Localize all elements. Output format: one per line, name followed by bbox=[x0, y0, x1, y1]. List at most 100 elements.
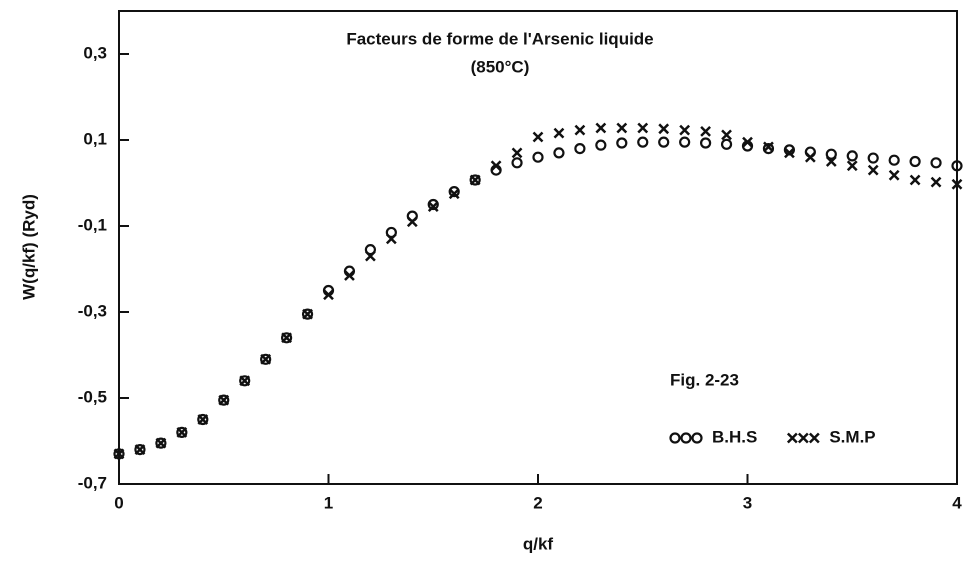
data-point bbox=[762, 143, 775, 155]
data-point bbox=[364, 244, 376, 256]
legend-marker bbox=[797, 432, 809, 444]
data-point bbox=[616, 137, 628, 149]
data-point bbox=[825, 156, 837, 167]
data-point bbox=[301, 308, 314, 320]
data-point bbox=[155, 437, 167, 449]
x-tick-label: 4 bbox=[952, 493, 962, 512]
x-tick-label: 1 bbox=[324, 493, 333, 512]
y-tick-label: -0,1 bbox=[78, 215, 107, 234]
data-point bbox=[344, 270, 355, 281]
data-point bbox=[574, 124, 586, 136]
y-tick-label: -0,3 bbox=[78, 301, 107, 320]
x-axis-label: q/kf bbox=[523, 534, 554, 553]
data-point bbox=[260, 353, 272, 365]
data-point bbox=[134, 444, 146, 456]
data-point bbox=[113, 448, 125, 460]
data-point bbox=[888, 154, 900, 166]
data-point bbox=[825, 148, 837, 160]
data-point bbox=[700, 126, 711, 137]
data-point bbox=[595, 139, 607, 151]
legend-label: B.H.S bbox=[712, 427, 757, 446]
data-point bbox=[867, 152, 879, 164]
legend-marker bbox=[786, 432, 798, 444]
data-point bbox=[658, 136, 670, 148]
data-point bbox=[699, 137, 712, 149]
data-point bbox=[595, 122, 607, 134]
data-point bbox=[385, 226, 397, 239]
x-tick-label: 0 bbox=[114, 493, 123, 512]
data-point bbox=[469, 174, 481, 186]
data-point bbox=[679, 136, 691, 148]
data-point bbox=[448, 188, 460, 200]
data-point bbox=[302, 308, 313, 320]
x-tick-label: 3 bbox=[743, 493, 752, 512]
data-point bbox=[113, 448, 125, 460]
data-point bbox=[260, 353, 272, 365]
x-tick-label: 2 bbox=[533, 493, 542, 512]
data-point bbox=[155, 437, 167, 449]
data-point bbox=[197, 413, 209, 426]
data-point bbox=[846, 150, 858, 162]
data-point bbox=[951, 178, 963, 190]
data-point bbox=[490, 160, 502, 172]
data-point bbox=[888, 169, 900, 181]
y-tick-label: 0,1 bbox=[83, 129, 107, 148]
data-point bbox=[385, 233, 397, 245]
data-point bbox=[406, 216, 418, 228]
data-point bbox=[658, 123, 670, 135]
y-axis-label: W(q/kf) (Ryd) bbox=[19, 194, 38, 300]
data-point bbox=[448, 186, 460, 198]
legend-marker bbox=[680, 432, 692, 444]
chart-title: Facteurs de forme de l'Arsenic liquide bbox=[346, 29, 653, 48]
data-point bbox=[218, 394, 230, 406]
data-point bbox=[763, 141, 774, 153]
data-point bbox=[469, 174, 481, 186]
data-point bbox=[721, 129, 732, 141]
data-point bbox=[134, 444, 146, 455]
data-point bbox=[930, 176, 942, 188]
annotation: Fig. 2-23 bbox=[670, 370, 739, 389]
data-point bbox=[909, 174, 921, 186]
data-point bbox=[784, 147, 795, 159]
data-point bbox=[511, 157, 523, 169]
data-point bbox=[574, 143, 586, 155]
legend-label: S.M.P bbox=[829, 427, 875, 446]
data-point bbox=[239, 375, 251, 387]
data-point bbox=[930, 157, 942, 169]
legend-marker bbox=[669, 432, 681, 444]
legend-marker bbox=[691, 432, 703, 444]
data-point bbox=[909, 155, 921, 168]
data-point bbox=[197, 414, 209, 425]
data-point bbox=[427, 198, 439, 211]
data-point bbox=[176, 427, 188, 438]
data-point bbox=[867, 164, 879, 176]
legend-marker bbox=[808, 432, 820, 444]
y-tick-label: 0,3 bbox=[83, 43, 107, 62]
data-point bbox=[532, 151, 544, 163]
data-point bbox=[742, 136, 753, 148]
data-point bbox=[281, 332, 292, 344]
data-point bbox=[281, 332, 293, 344]
data-point bbox=[804, 151, 816, 163]
data-point bbox=[176, 426, 188, 438]
data-point bbox=[218, 394, 230, 406]
data-point bbox=[553, 127, 565, 139]
data-point bbox=[637, 136, 649, 148]
plot-frame bbox=[118, 10, 958, 485]
chart-subtitle: (850°C) bbox=[471, 57, 530, 76]
y-tick-label: -0,7 bbox=[78, 473, 107, 492]
data-point bbox=[679, 124, 691, 136]
data-point bbox=[616, 122, 628, 134]
data-point bbox=[427, 201, 439, 213]
data-point bbox=[951, 160, 963, 172]
data-point bbox=[532, 131, 544, 143]
data-point bbox=[846, 160, 858, 172]
data-point bbox=[553, 147, 565, 159]
data-point bbox=[239, 375, 251, 387]
y-tick-label: -0,5 bbox=[78, 387, 107, 406]
data-point bbox=[511, 147, 523, 159]
data-point bbox=[720, 138, 733, 150]
data-point bbox=[365, 250, 376, 262]
data-point bbox=[637, 122, 649, 134]
